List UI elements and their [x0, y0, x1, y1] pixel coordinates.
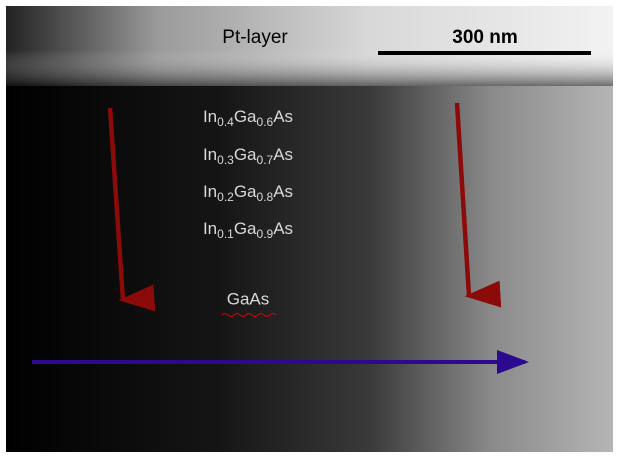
element: As — [273, 219, 293, 238]
pt-edge — [6, 50, 613, 86]
subscript: 0.1 — [217, 227, 234, 241]
element: Ga — [234, 145, 257, 164]
subscript: 0.6 — [257, 115, 274, 129]
element: As — [273, 182, 293, 201]
element: Ga — [234, 107, 257, 126]
subscript: 0.3 — [217, 153, 234, 167]
micrograph: Pt-layer 300 nm In0.4Ga0.6AsIn0.3Ga0.7As… — [0, 0, 618, 457]
layer-label: In0.1Ga0.9As — [203, 219, 293, 241]
subscript: 0.7 — [257, 153, 274, 167]
element: In — [203, 107, 217, 126]
substrate-label: GaAs — [227, 289, 270, 308]
scale-label: 300 nm — [452, 27, 517, 48]
element: In — [203, 145, 217, 164]
layer-label: In0.3Ga0.7As — [203, 145, 293, 167]
element: Ga — [234, 182, 257, 201]
layer-label: In0.2Ga0.8As — [203, 182, 293, 204]
element: As — [273, 145, 293, 164]
element: Ga — [234, 219, 257, 238]
layer-label: In0.4Ga0.6As — [203, 107, 293, 129]
element: In — [203, 219, 217, 238]
page: Pt-layer 300 nm In0.4Ga0.6AsIn0.3Ga0.7As… — [0, 0, 618, 457]
subscript: 0.9 — [257, 227, 274, 241]
subscript: 0.8 — [257, 190, 274, 204]
element: As — [273, 107, 293, 126]
subscript: 0.4 — [217, 115, 234, 129]
subscript: 0.2 — [217, 190, 234, 204]
element: In — [203, 182, 217, 201]
pt-label: Pt-layer — [222, 27, 288, 48]
